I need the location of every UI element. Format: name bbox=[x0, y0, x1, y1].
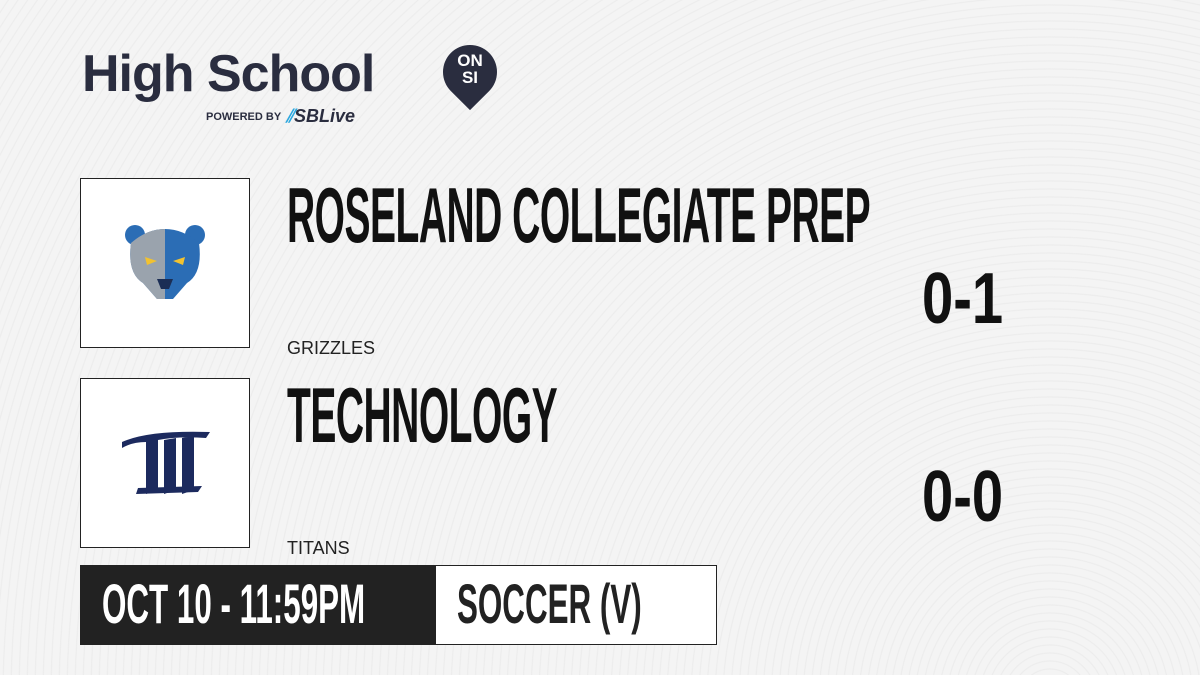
team-mascot-home: GRIZZLES bbox=[287, 338, 376, 358]
team-mascot-away: TITANS bbox=[287, 538, 350, 558]
powered-by: POWERED BY bbox=[206, 111, 282, 123]
grizzly-bear-logo-icon bbox=[125, 225, 205, 299]
brand-title: High School bbox=[82, 45, 375, 103]
team-logo-grizzlies bbox=[80, 178, 250, 348]
game-sport: SOCCER (V) bbox=[457, 572, 642, 635]
team-name-away: TECHNOLOGY bbox=[287, 371, 558, 459]
team-record-home: 0-1 bbox=[922, 259, 1004, 339]
team-name-home: ROSELAND COLLEGIATE PREP bbox=[287, 171, 871, 259]
team-record-away: 0-0 bbox=[922, 457, 1004, 537]
badge-top: ON bbox=[457, 51, 483, 70]
partner-name: SBLive bbox=[294, 106, 356, 126]
sblive-logo: ⫽SBLive bbox=[286, 106, 356, 126]
titans-tt-logo-icon bbox=[122, 431, 210, 494]
on-si-badge: ON SI bbox=[443, 52, 497, 86]
game-datetime-panel bbox=[80, 565, 436, 645]
game-datetime: OCT 10 - 11:59PM bbox=[102, 572, 366, 635]
badge-bottom: SI bbox=[461, 68, 479, 87]
team-logo-titans bbox=[80, 378, 250, 548]
